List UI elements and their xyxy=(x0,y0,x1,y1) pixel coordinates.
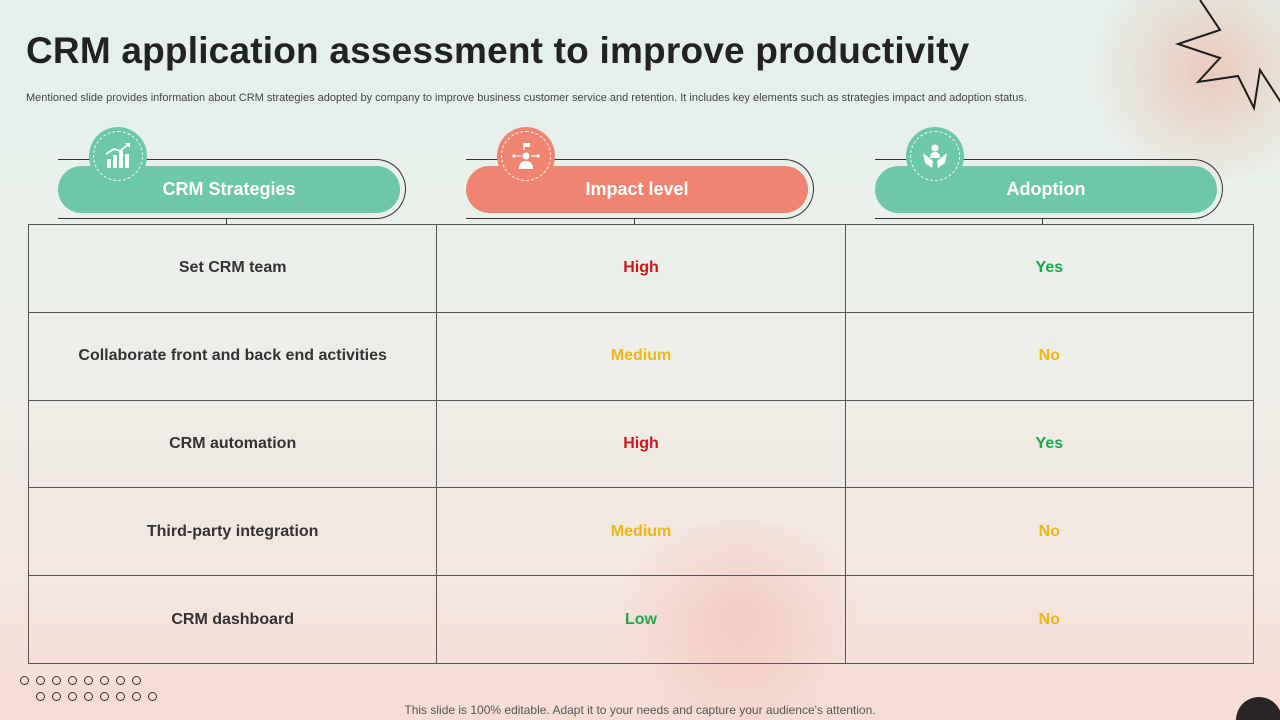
dot-decoration xyxy=(132,676,141,685)
header-connector xyxy=(226,218,227,225)
strategy-cell: CRM automation xyxy=(27,399,438,489)
impact-cell: Medium xyxy=(436,311,846,401)
dot-decoration xyxy=(20,676,29,685)
strategy-cell: Third-party integration xyxy=(27,487,438,577)
header-outline xyxy=(58,159,406,219)
footer-note: This slide is 100% editable. Adapt it to… xyxy=(404,703,876,717)
impact-cell: Low xyxy=(436,575,846,664)
assessment-table: Set CRM team High Yes Collaborate front and… xyxy=(27,224,1255,664)
header-crm-strategies: CRM Strategies xyxy=(58,166,400,213)
table-row: Third-party integration Medium No xyxy=(27,487,1255,577)
dot-decoration xyxy=(36,692,45,701)
dot-decoration xyxy=(116,676,125,685)
dot-decoration xyxy=(116,692,125,701)
header-connector xyxy=(1042,218,1043,225)
dot-decoration xyxy=(100,676,109,685)
impact-cell: Medium xyxy=(436,487,846,577)
dot-decoration xyxy=(68,692,77,701)
strategy-cell: CRM dashboard xyxy=(27,575,438,664)
dot-decoration xyxy=(84,692,93,701)
adoption-cell: No xyxy=(844,311,1255,401)
strategy-cell: Set CRM team xyxy=(27,224,438,313)
star-decoration-icon xyxy=(1174,0,1280,112)
adoption-cell: No xyxy=(844,487,1255,577)
adoption-cell: Yes xyxy=(844,224,1255,313)
table-row: Collaborate front and back end activitie… xyxy=(27,311,1255,401)
dot-decoration xyxy=(100,692,109,701)
header-outline xyxy=(875,159,1223,219)
dot-decoration xyxy=(148,692,157,701)
strategy-cell: Collaborate front and back end activitie… xyxy=(27,311,438,401)
header-connector xyxy=(634,218,635,225)
table-row: Set CRM team High Yes xyxy=(27,224,1255,313)
impact-cell: High xyxy=(436,224,846,313)
dot-decoration xyxy=(84,676,93,685)
table-row: CRM dashboard Low No xyxy=(27,575,1255,664)
dot-decoration xyxy=(52,692,61,701)
page-subtitle: Mentioned slide provides information abo… xyxy=(26,92,1027,104)
page-title: CRM application assessment to improve pr… xyxy=(26,30,970,71)
presenter-icon xyxy=(497,127,555,185)
dot-decoration xyxy=(68,676,77,685)
header-label: Adoption xyxy=(1006,179,1086,199)
adoption-cell: Yes xyxy=(844,399,1255,489)
adoption-cell: No xyxy=(844,575,1255,664)
dot-decoration xyxy=(52,676,61,685)
header-label: CRM Strategies xyxy=(162,179,296,199)
growth-chart-icon xyxy=(89,127,147,185)
corner-circle-decoration xyxy=(1236,697,1280,720)
header-outline xyxy=(466,159,814,219)
table-row: CRM automation High Yes xyxy=(27,399,1255,489)
impact-cell: High xyxy=(436,399,846,489)
dot-decoration xyxy=(132,692,141,701)
hands-person-icon xyxy=(906,127,964,185)
header-label: Impact level xyxy=(585,179,689,199)
dot-decoration xyxy=(36,676,45,685)
